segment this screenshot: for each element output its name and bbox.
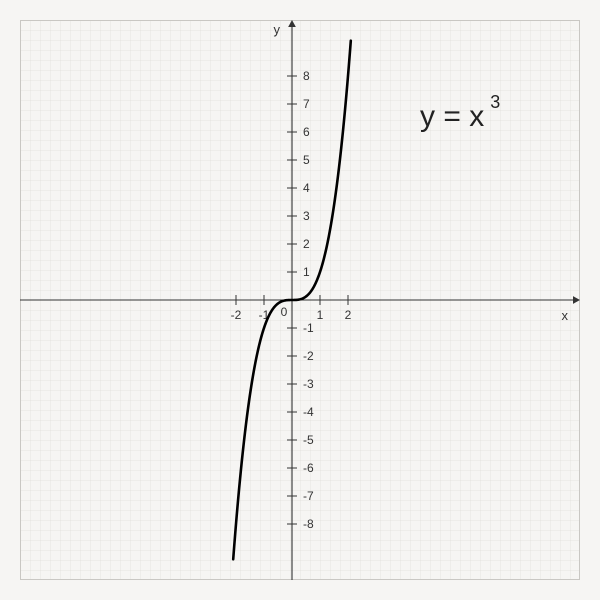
y-tick-label: 3 (303, 209, 310, 223)
x-axis-label: x (562, 308, 569, 323)
y-tick-label: -7 (303, 489, 314, 503)
y-tick-label: -4 (303, 405, 314, 419)
y-tick-label: 2 (303, 237, 310, 251)
y-tick-label: -2 (303, 349, 314, 363)
y-tick-label: 7 (303, 97, 310, 111)
y-tick-label: 1 (303, 265, 310, 279)
y-tick-label: -8 (303, 517, 314, 531)
plot-svg: xy-2-112-8-7-6-5-4-3-2-1123456780 (0, 0, 600, 600)
y-tick-label: 5 (303, 153, 310, 167)
chart-container: xy-2-112-8-7-6-5-4-3-2-1123456780y = x3 (0, 0, 600, 600)
x-tick-label: 2 (345, 308, 352, 322)
x-tick-label: 1 (317, 308, 324, 322)
y-tick-label: -1 (303, 321, 314, 335)
y-tick-label: -6 (303, 461, 314, 475)
y-tick-label: -3 (303, 377, 314, 391)
y-axis-label: y (274, 22, 281, 37)
x-tick-label: -2 (231, 308, 242, 322)
y-tick-label: -5 (303, 433, 314, 447)
y-tick-label: 8 (303, 69, 310, 83)
origin-label: 0 (281, 305, 288, 319)
y-tick-label: 4 (303, 181, 310, 195)
y-tick-label: 6 (303, 125, 310, 139)
